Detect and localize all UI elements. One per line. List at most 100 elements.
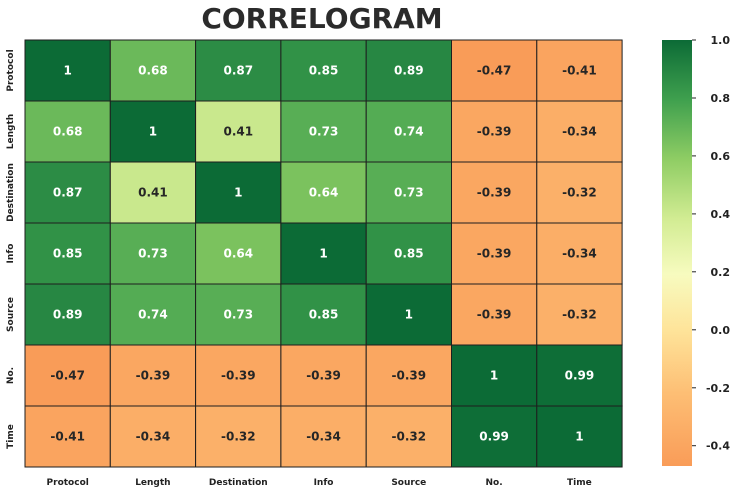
heatmap-cell: [24, 39, 111, 102]
cell-value-label: -0.39: [306, 369, 341, 383]
cell-value-label: 0.73: [394, 186, 424, 200]
cell-value-label: 0.85: [53, 247, 83, 261]
cell-value-label: 0.99: [565, 369, 595, 383]
heatmap-cell: [195, 39, 282, 102]
cell-value-label: -0.39: [392, 369, 427, 383]
cell-value-label: -0.32: [392, 430, 427, 444]
heatmap-cell: [451, 39, 538, 102]
heatmap-cell: [109, 39, 197, 102]
heatmap-cell: [109, 344, 197, 407]
cell-value-label: 0.74: [394, 125, 424, 139]
heatmap-cell: [195, 344, 282, 407]
cell-value-label: 0.85: [309, 308, 339, 322]
heatmap-cell: [365, 405, 453, 468]
colorbar-tick-label: -0.4: [706, 440, 730, 453]
heatmap-cell: [24, 222, 111, 285]
heatmap-cell: [280, 405, 367, 468]
cell-value-label: -0.39: [136, 369, 171, 383]
cell-value-label: -0.34: [562, 125, 597, 139]
x-tick-label: Protocol: [47, 478, 89, 488]
cell-value-label: 0.87: [223, 64, 253, 78]
cell-value-label: -0.47: [477, 64, 512, 78]
cell-value-label: -0.32: [562, 186, 597, 200]
heatmap-cell: [109, 161, 197, 224]
heatmap-cell: [24, 100, 111, 163]
colorbar-tick-label: 0.8: [711, 92, 731, 105]
cell-value-label: 0.99: [479, 430, 509, 444]
cell-value-label: 1: [64, 64, 72, 78]
x-tick-label: No.: [486, 478, 503, 488]
cell-value-label: 0.41: [138, 186, 168, 200]
heatmap-cell: [24, 283, 111, 346]
cell-value-label: -0.39: [477, 125, 512, 139]
cell-value-label: -0.32: [562, 308, 597, 322]
heatmap-cell: [451, 405, 538, 468]
colorbar-tick-label: -0.2: [706, 382, 730, 395]
x-tick-label: Destination: [209, 478, 268, 488]
x-tick-label: Info: [314, 478, 334, 488]
heatmap-cell: [24, 405, 111, 468]
cell-value-label: 0.68: [53, 125, 83, 139]
cell-value-label: -0.34: [136, 430, 171, 444]
heatmap-cell: [280, 39, 367, 102]
heatmap-cell: [365, 161, 453, 224]
cell-value-label: 0.73: [138, 247, 168, 261]
cell-value-label: 1: [405, 308, 413, 322]
heatmap-cell: [280, 161, 367, 224]
cell-value-label: 0.68: [138, 64, 168, 78]
cell-value-label: -0.34: [306, 430, 341, 444]
heatmap-cell: [536, 405, 623, 468]
cell-value-label: -0.41: [50, 430, 85, 444]
cell-value-label: -0.41: [562, 64, 597, 78]
y-tick-label: No.: [6, 367, 16, 384]
colorbar-tick-label: 0.4: [711, 208, 731, 221]
cell-value-label: 0.41: [223, 125, 253, 139]
heatmap-cell: [195, 283, 282, 346]
cell-value-label: -0.39: [477, 308, 512, 322]
cell-value-label: 0.89: [53, 308, 83, 322]
colorbar-tick-label: 0.6: [711, 150, 731, 163]
colorbar: [662, 40, 692, 466]
cell-value-label: 0.64: [223, 247, 253, 261]
heatmap-cell: [280, 222, 367, 285]
y-tick-label: Destination: [6, 163, 16, 222]
cell-value-label: 1: [575, 430, 583, 444]
heatmap-cell: [280, 344, 367, 407]
cell-value-label: -0.39: [477, 186, 512, 200]
y-tick-label: Info: [6, 244, 16, 264]
chart-title: CORRELOGRAM: [201, 2, 442, 35]
cell-value-label: -0.39: [221, 369, 256, 383]
cell-value-label: -0.32: [221, 430, 256, 444]
heatmap-cell: [24, 344, 111, 407]
heatmap-cell: [195, 405, 282, 468]
cell-value-label: 0.85: [309, 64, 339, 78]
cell-value-label: -0.47: [50, 369, 85, 383]
colorbar-tick-label: 1.0: [711, 34, 731, 47]
cell-value-label: 1: [319, 247, 327, 261]
cell-value-label: 1: [234, 186, 242, 200]
y-tick-label: Time: [6, 424, 16, 449]
cell-value-label: 0.64: [309, 186, 339, 200]
cell-value-label: 0.73: [309, 125, 339, 139]
x-tick-label: Time: [567, 478, 592, 488]
colorbar-tick-label: 0.2: [711, 266, 731, 279]
y-tick-label: Protocol: [6, 49, 16, 91]
colorbar-tick-label: 0.0: [711, 324, 731, 337]
cell-value-label: 0.85: [394, 247, 424, 261]
cell-value-label: 0.87: [53, 186, 83, 200]
heatmap-cell: [451, 222, 538, 285]
heatmap-cells: 1 0.68 0.87 0.85 0.89 -0.47 -0.41 0.68 1 0.41 0.73…: [24, 39, 623, 468]
y-axis-labels: Protocol Length Destination Info Source No. Ti…: [6, 49, 16, 449]
heatmap-cell: [536, 222, 623, 285]
x-axis-labels: Protocol Length Destination Info Source No. Ti…: [47, 478, 592, 488]
cell-value-label: 1: [490, 369, 498, 383]
heatmap-cell: [536, 283, 623, 346]
cell-value-label: 1: [149, 125, 157, 139]
heatmap-cell: [536, 161, 623, 224]
heatmap-cell: [109, 222, 197, 285]
heatmap-cell: [195, 100, 282, 163]
heatmap-cell: [536, 100, 623, 163]
cell-value-label: 0.74: [138, 308, 168, 322]
colorbar-ticks: 1.0 0.8 0.6 0.4 0.2 0.0 -0.2 -0.4: [692, 34, 730, 453]
